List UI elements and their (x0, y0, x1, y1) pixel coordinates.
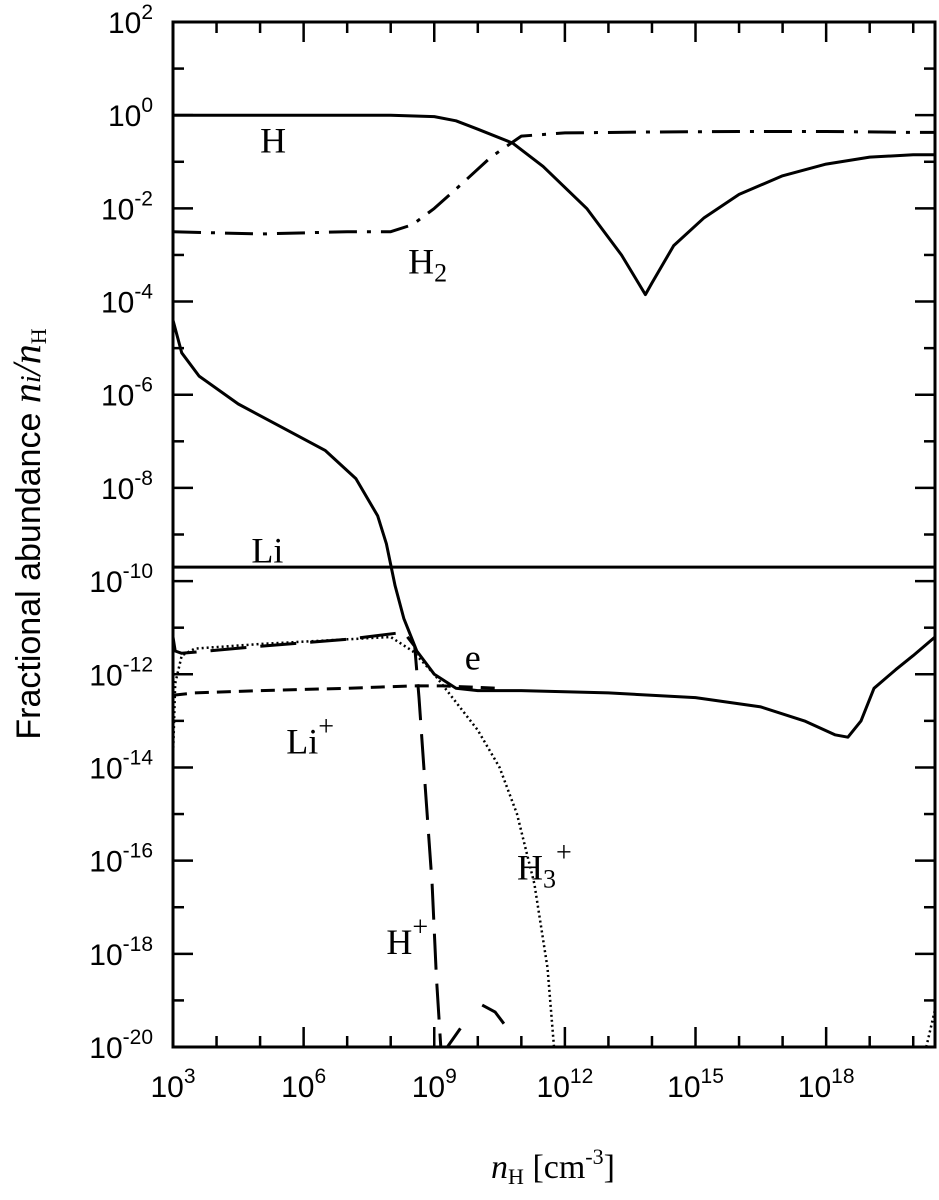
series-label-e: e (465, 638, 481, 678)
y-tick-label: 102 (108, 1, 153, 40)
y-axis-title: Fractional abundance ni/nH (4, 328, 51, 739)
series-label-li: Li (251, 530, 283, 570)
series-liplus-line (172, 684, 500, 697)
series-label-liplus: Li+ (286, 711, 334, 761)
x-tick-label: 1015 (667, 1065, 724, 1104)
x-tick-label: 103 (150, 1065, 195, 1104)
series-layer (171, 113, 937, 1048)
series-h3plus-line (171, 635, 556, 1048)
series-label-h2: H2 (408, 242, 447, 288)
series-hplus-line (171, 630, 443, 1048)
y-tick-label: 10-12 (89, 653, 153, 692)
series-label-h: H (260, 120, 286, 160)
y-tick-label: 10-6 (101, 374, 153, 413)
series-label-h3plus: H3+ (517, 837, 572, 893)
series-h-line (173, 113, 935, 297)
x-tick-label: 1018 (798, 1065, 855, 1104)
x-tick-labels: 103 106 109 1012 1015 1018 (150, 1065, 854, 1104)
ticks-layer (171, 20, 935, 1049)
x-tick-label: 106 (281, 1065, 326, 1104)
series-hplus-segment (446, 1027, 462, 1048)
series-hplus-segment (481, 1003, 506, 1025)
y-tick-label: 10-20 (89, 1026, 153, 1065)
plot-frame (171, 20, 937, 1049)
x-tick-label: 1012 (537, 1065, 594, 1104)
y-tick-label: 100 (108, 94, 153, 133)
y-tick-label: 10-14 (89, 746, 153, 785)
y-tick-label: 10-18 (89, 933, 153, 972)
y-tick-labels: 102 100 10-2 10-4 10-6 10-8 10-10 10-12 10-14 10-… (89, 1, 153, 1065)
y-tick-label: 10-10 (89, 560, 153, 599)
series-label-hplus: H+ (386, 912, 428, 962)
x-tick-label: 109 (412, 1065, 457, 1104)
y-tick-label: 10-4 (101, 281, 153, 320)
y-tick-label: 10-16 (89, 840, 153, 879)
y-tick-label: 10-8 (101, 467, 153, 506)
series-h2-line (172, 130, 935, 236)
series-labels: H H2 e Li Li+ H+ H3+ (251, 120, 571, 961)
series-e-line (171, 319, 936, 739)
y-tick-label: 10-2 (101, 187, 153, 226)
x-axis-title: nH [cm-3] (491, 1144, 615, 1189)
